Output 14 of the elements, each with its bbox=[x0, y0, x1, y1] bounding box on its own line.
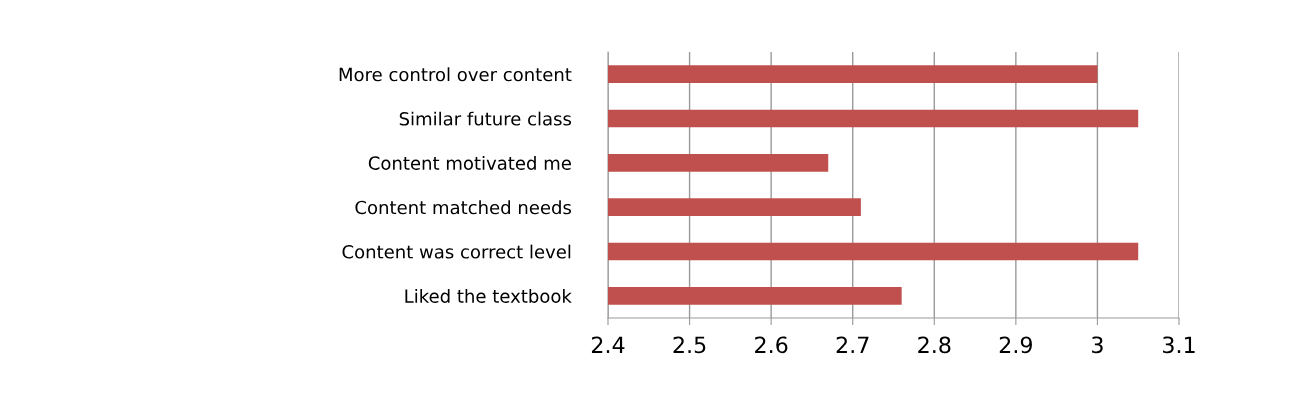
x-tick-label: 2.9 bbox=[999, 336, 1032, 354]
x-tick-label: 2.4 bbox=[591, 336, 625, 353]
x-tick-label: 2.5 bbox=[673, 336, 706, 354]
x-tick-label: 3.1 bbox=[1163, 336, 1195, 354]
y-tick-label: Similar future class bbox=[399, 111, 572, 126]
y-tick-label: Content was correct level bbox=[342, 244, 571, 259]
x-tick-label: 2.6 bbox=[755, 336, 788, 354]
y-tick-label: Content motivated me bbox=[368, 155, 571, 170]
x-tick-label: 2.7 bbox=[836, 336, 869, 353]
y-tick-label: More control over content bbox=[339, 67, 572, 82]
y-tick-label: Content matched needs bbox=[355, 200, 572, 215]
x-tick-label: 3 bbox=[1092, 336, 1103, 354]
x-tick-label: 2.8 bbox=[918, 336, 951, 354]
y-tick-label: Liked the textbook bbox=[405, 288, 572, 303]
